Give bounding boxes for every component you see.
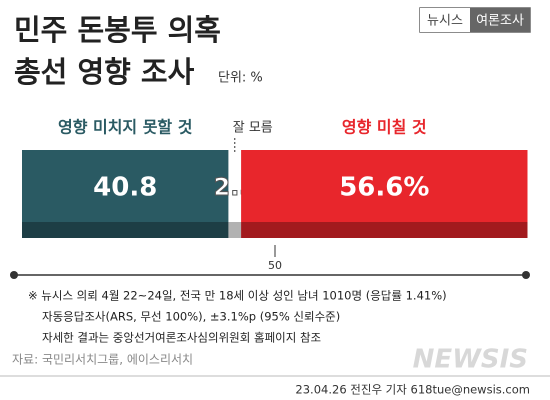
watermark: NEWSIS xyxy=(413,345,528,375)
bar-segment xyxy=(241,150,528,238)
bar-segment xyxy=(228,150,242,238)
badge-text: 뉴시스 xyxy=(427,14,463,29)
rule-dot xyxy=(10,271,18,279)
bar-shadow xyxy=(228,222,242,238)
value-label: 56.6% xyxy=(339,173,429,203)
x-tick-label: 50 xyxy=(268,259,282,272)
rule-dot xyxy=(522,271,530,279)
category-label: 잘 모름 xyxy=(233,121,273,136)
chart-title: 총선 영향 조사 xyxy=(14,55,195,89)
note: ※ 뉴시스 의뢰 4월 22~24일, 전국 만 18세 이상 성인 남녀 10… xyxy=(28,289,447,303)
category-label: 영향 미칠 것 xyxy=(342,118,427,137)
badge-text: 여론조사 xyxy=(476,14,524,29)
footer: 23.04.26 전진우 기자 618tue@newsis.com xyxy=(295,383,530,397)
value-label: 40.8 xyxy=(93,173,157,203)
note: 자동응답조사(ARS, 무선 100%), ±3.1%p (95% 신뢰수준) xyxy=(42,310,340,324)
bar-shadow xyxy=(241,222,528,238)
note: 자세한 결과는 중앙선거여론조사심의위원회 홈페이지 참조 xyxy=(42,331,321,345)
badge-right xyxy=(470,8,530,32)
bar-segment xyxy=(22,150,229,238)
bar-shadow xyxy=(22,222,229,238)
source: 자료: 국민리서치그룹, 에이스리서치 xyxy=(12,353,193,367)
category-label: 영향 미치지 못할 것 xyxy=(58,118,192,137)
chart-title: 민주 돈봉투 의혹 xyxy=(14,13,221,47)
unit-label: 단위: % xyxy=(218,71,263,86)
badge-left xyxy=(420,8,470,32)
